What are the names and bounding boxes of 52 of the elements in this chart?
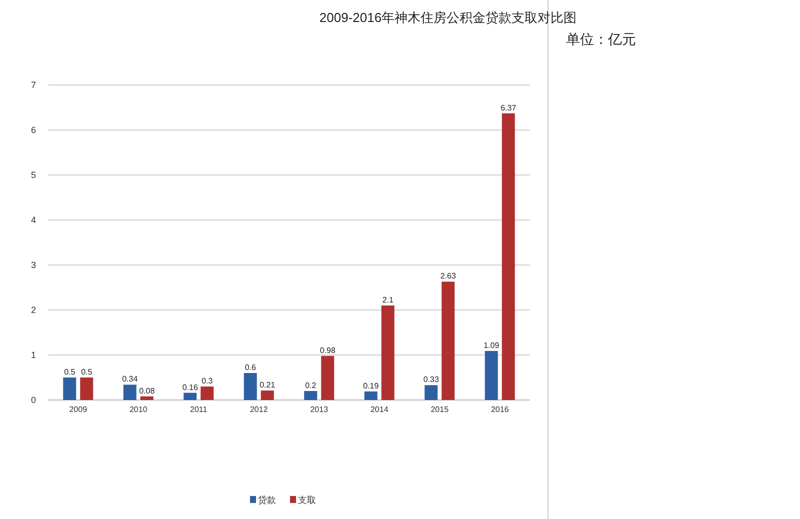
- data-label: 0.5: [81, 368, 93, 376]
- bar: [321, 356, 334, 400]
- data-label: 0.16: [182, 382, 198, 392]
- x-tick-label: 2015: [430, 405, 450, 414]
- legend-label: 支取: [298, 495, 316, 505]
- bar: [244, 373, 257, 400]
- data-label: 1.09: [484, 340, 500, 350]
- x-tick-label: 2014: [370, 405, 389, 414]
- bar: [364, 391, 378, 400]
- data-label: 0.3: [202, 376, 214, 386]
- y-tick-label: 3: [30, 260, 36, 270]
- y-tick-label: 7: [30, 80, 36, 90]
- y-tick-label: 5: [30, 170, 36, 180]
- data-label: 0.98: [320, 346, 336, 355]
- x-tick-label: 2009: [69, 405, 88, 414]
- x-tick-label: 2012: [250, 405, 268, 414]
- data-label: 0.2: [305, 381, 317, 390]
- bar: [381, 306, 394, 400]
- data-label: 0.21: [260, 380, 276, 390]
- y-tick-label: 0: [30, 395, 36, 405]
- data-label: 0.33: [423, 375, 440, 384]
- y-tick-label: 2: [30, 305, 36, 315]
- bar: [123, 384, 136, 400]
- bar: [304, 391, 318, 400]
- x-tick-label: 2011: [190, 405, 208, 414]
- bar: [424, 385, 438, 400]
- bar: [200, 386, 214, 400]
- data-label: 2.1: [382, 296, 394, 304]
- bar: [442, 282, 455, 400]
- bar: [484, 350, 498, 400]
- bar: [80, 378, 94, 400]
- y-tick-label: 6: [30, 125, 36, 135]
- bar: [63, 378, 76, 400]
- data-label: 6.37: [500, 103, 517, 112]
- bar: [502, 113, 515, 400]
- data-label: 0.6: [244, 363, 256, 372]
- x-tick-label: 2010: [129, 405, 148, 414]
- bar: [260, 390, 274, 400]
- y-tick-label: 4: [30, 215, 36, 225]
- data-label: 0.19: [363, 381, 380, 390]
- x-tick-label: 2016: [490, 405, 510, 414]
- data-label: 0.08: [139, 386, 156, 396]
- y-tick-label: 1: [30, 350, 36, 360]
- legend-label: 贷款: [258, 495, 276, 505]
- chart-title: 2009-2016年神木住房公积金贷款支取对比图: [319, 10, 577, 25]
- data-label: 0.5: [64, 368, 76, 376]
- data-label: 2.63: [440, 272, 456, 281]
- bar: [184, 392, 197, 400]
- x-tick-label: 2013: [310, 405, 329, 414]
- text: 单位：亿元: [566, 31, 636, 47]
- data-label: 0.34: [122, 374, 138, 384]
- bar: [140, 396, 154, 400]
